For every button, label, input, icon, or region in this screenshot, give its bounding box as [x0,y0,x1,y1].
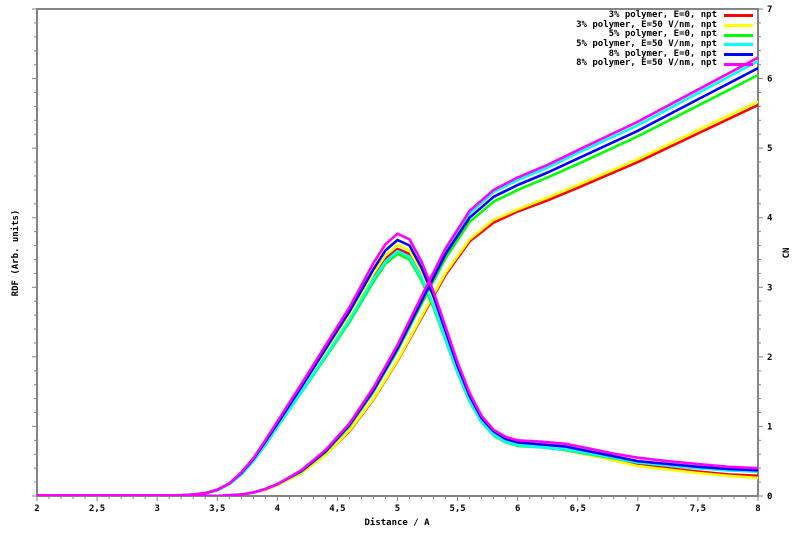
x-tick-label: 7,5 [690,504,706,514]
legend-line-sample [724,24,753,28]
legend-line-sample [724,43,753,47]
cn-curve-5 [37,56,758,496]
x-tick-label: 2,5 [89,504,105,514]
y-right-tick-label: 7 [767,5,772,15]
x-tick-label: 8 [755,504,760,514]
y-right-tick-label: 1 [767,422,772,432]
y-right-tick-label: 4 [767,214,773,224]
cn-curve-0 [37,103,758,496]
legend-item: 5% polymer, E=0, npt [609,30,753,40]
cn-curve-4 [37,66,758,496]
legend-item: 3% polymer, E=0, npt [608,10,753,21]
x-tick-label: 5,5 [449,504,465,514]
cn-curve-3 [37,59,758,496]
x-tick-label: 4,5 [329,504,345,514]
x-axis-label: Distance / A [364,518,430,528]
rdf-curve-5 [37,232,758,496]
x-tick-label: 2 [34,504,39,514]
x-tick-label: 4 [275,504,281,514]
legend-label: 3% polymer, E=50 V/nm, npt [576,19,717,30]
x-tick-label: 6 [515,504,520,514]
x-tick-label: 6,5 [570,504,586,514]
legend-label: 5% polymer, E=50 V/nm, npt [576,39,717,50]
curves [37,56,758,496]
legend: 3% polymer, E=0, npt 3% polymer, E=50 V/n… [576,10,753,69]
y-right-tick-label: 2 [767,353,772,363]
legend-item: 5% polymer, E=50 V/nm, npt [576,39,753,50]
legend-item: 8% polymer, E=0, npt [608,48,753,60]
y-right-tick-label: 6 [767,75,772,85]
y-right-tick-label: 0 [767,492,772,502]
x-tick-label: 7 [635,504,640,514]
y-right-tick-label: 3 [767,283,772,293]
legend-label: 8% polymer, E=0, npt [608,48,717,59]
legend-line-sample [724,14,753,18]
rdf-curve-4 [37,238,758,496]
y-right-tick-label: 5 [767,144,772,154]
cn-curve-2 [37,73,758,496]
y-axis-label-left: RDF (Arb. units) [11,209,21,297]
rdf-curve-1 [37,243,758,496]
x-tick-label: 5 [395,504,400,514]
legend-line-sample [724,53,753,57]
legend-item: 3% polymer, E=50 V/nm, npt [576,19,753,31]
legend-line-sample [724,33,753,37]
x-tick-label: 3,5 [209,504,225,514]
legend-label: 5% polymer, E=0, npt [608,29,717,40]
x-tick-label: 3 [154,504,159,514]
legend-item: 8% polymer, E=50 V/nm, npt [576,59,753,69]
legend-line-sample [724,62,753,66]
legend-label: 8% polymer, E=50 V/nm, npt [576,58,717,69]
legend-label: 3% polymer, E=0, npt [608,10,717,20]
y-axis-label-right: CN [782,247,792,259]
cn-curve-1 [37,100,758,496]
